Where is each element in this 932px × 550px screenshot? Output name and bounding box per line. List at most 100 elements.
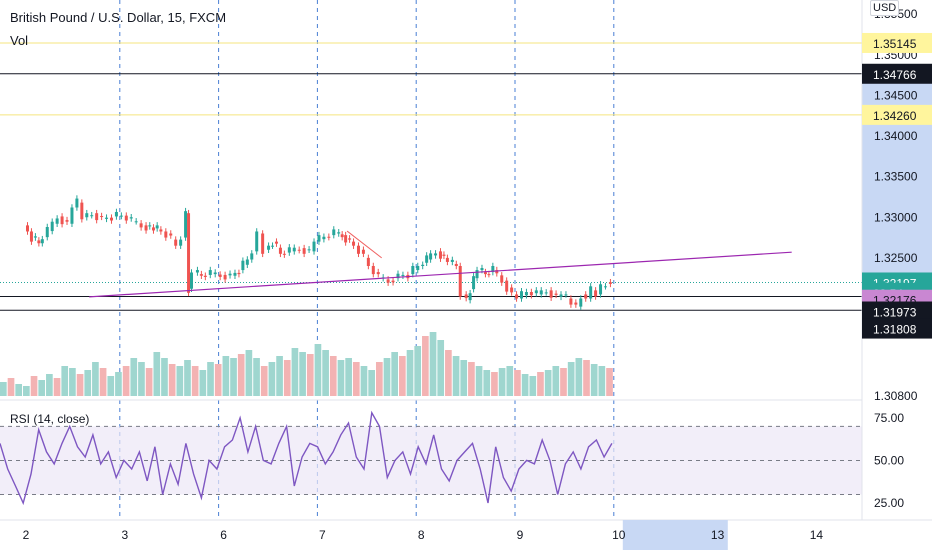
candle-body xyxy=(45,227,49,238)
volume-bar-72 xyxy=(552,366,560,396)
volume-bar-18 xyxy=(138,362,145,396)
candle-body xyxy=(271,245,275,247)
volume-bar-22 xyxy=(168,364,176,396)
volume-bar-38 xyxy=(291,348,299,396)
volume-bar-26 xyxy=(199,370,207,396)
volume-bar-51 xyxy=(391,352,399,396)
candle-body xyxy=(302,248,306,254)
volume-bar-35 xyxy=(268,362,276,396)
candle-body xyxy=(361,249,365,254)
candle-body xyxy=(159,229,163,232)
time-tick-1: 3 xyxy=(121,528,128,542)
candle-body xyxy=(584,294,588,299)
candle-body xyxy=(100,216,104,218)
volume-bar-48 xyxy=(368,370,375,396)
candle-body xyxy=(55,218,59,224)
volume-bar-27 xyxy=(207,362,214,396)
drawings[interactable] xyxy=(89,230,792,298)
rsi-line xyxy=(0,410,613,506)
volume-bar-28 xyxy=(214,364,222,396)
candle-body xyxy=(109,217,113,221)
volume-bar-70 xyxy=(537,372,544,396)
candle-body xyxy=(267,245,271,250)
currency-label[interactable]: USD xyxy=(870,0,900,16)
price-tick-6: 1.32500 xyxy=(874,251,918,265)
candle-body xyxy=(139,223,143,228)
volume-bar-79 xyxy=(606,368,613,396)
volume-bar-66 xyxy=(506,366,514,396)
time-tick-8: 14 xyxy=(810,528,824,542)
volume-label: Vol xyxy=(10,33,29,48)
candle-body xyxy=(450,259,454,262)
candle-body xyxy=(386,279,390,283)
volume-bar-71 xyxy=(544,370,552,396)
candle-body xyxy=(228,273,232,276)
candle-body xyxy=(312,241,316,252)
candle-body xyxy=(37,240,41,244)
volume-bar-64 xyxy=(491,372,498,396)
candle-body xyxy=(340,234,344,238)
candle-body xyxy=(529,292,533,296)
volume-bar-57 xyxy=(437,340,445,396)
time-axis[interactable]: 2 3 6 7 8 9 10 13 14 xyxy=(0,519,932,550)
candle-body xyxy=(337,232,341,234)
volume-bar-24 xyxy=(184,360,191,396)
time-tick-5: 9 xyxy=(517,528,524,542)
volume-bar-0 xyxy=(0,382,7,396)
candle-body xyxy=(438,251,442,259)
rsi-tick-0: 75.00 xyxy=(874,411,904,425)
price-label-bg-2 xyxy=(862,104,932,125)
volume-bar-62 xyxy=(475,366,483,396)
candle-body xyxy=(396,273,400,279)
volume-bar-20 xyxy=(153,352,161,396)
volume-bar-29 xyxy=(222,356,230,396)
volume-bar-4 xyxy=(30,376,38,396)
volume-bar-49 xyxy=(375,362,383,396)
price-candles xyxy=(26,195,612,310)
volume-bar-76 xyxy=(583,360,590,396)
candle-body xyxy=(169,233,173,236)
candle-body xyxy=(26,225,29,232)
volume-bar-46 xyxy=(352,362,360,396)
volume-bar-10 xyxy=(76,374,84,396)
time-range-highlight xyxy=(622,520,728,550)
volume-bar-40 xyxy=(306,354,314,396)
candle-body xyxy=(483,272,487,275)
candle-body xyxy=(411,266,415,275)
volume-bar-37 xyxy=(283,360,291,396)
volume-bar-21 xyxy=(161,358,168,396)
volume-bar-9 xyxy=(69,368,76,396)
candle-body xyxy=(352,241,356,246)
price-label-7: 1.31808 xyxy=(873,323,917,337)
candle-body xyxy=(491,266,495,273)
volume-bar-36 xyxy=(276,356,283,396)
candle-body xyxy=(307,249,311,251)
candle-body xyxy=(464,294,468,299)
candle-body xyxy=(195,270,199,273)
candle-body xyxy=(95,213,99,221)
candle-body xyxy=(549,290,553,298)
chart-title: British Pound / U.S. Dollar, 15, FXCM xyxy=(10,10,227,25)
candle-body xyxy=(223,274,227,280)
candle-body xyxy=(29,231,33,242)
volume-bar-34 xyxy=(260,366,268,396)
candle-body xyxy=(603,286,607,288)
candle-body xyxy=(297,249,301,251)
candle-body xyxy=(524,292,528,296)
candle-body xyxy=(442,254,446,256)
price-tick-3: 1.34000 xyxy=(874,129,918,143)
price-label-6: 1.31973 xyxy=(873,306,917,320)
candle-body xyxy=(274,241,278,244)
horizontal-lines xyxy=(0,42,862,311)
volume-bar-65 xyxy=(498,368,506,396)
candle-body xyxy=(278,247,282,254)
volume-bar-1 xyxy=(7,378,15,396)
time-tick-0: 2 xyxy=(23,528,30,542)
volume-bar-56 xyxy=(429,332,437,396)
volume-bar-8 xyxy=(61,366,69,396)
candle-body xyxy=(245,259,249,265)
candle-body xyxy=(241,260,245,271)
candle-body xyxy=(199,274,203,276)
price-tick-5: 1.33000 xyxy=(874,210,918,224)
